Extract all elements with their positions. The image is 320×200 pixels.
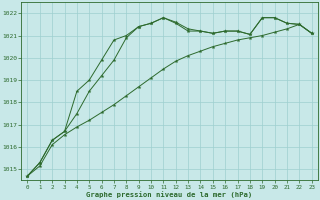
X-axis label: Graphe pression niveau de la mer (hPa): Graphe pression niveau de la mer (hPa) (86, 191, 253, 198)
